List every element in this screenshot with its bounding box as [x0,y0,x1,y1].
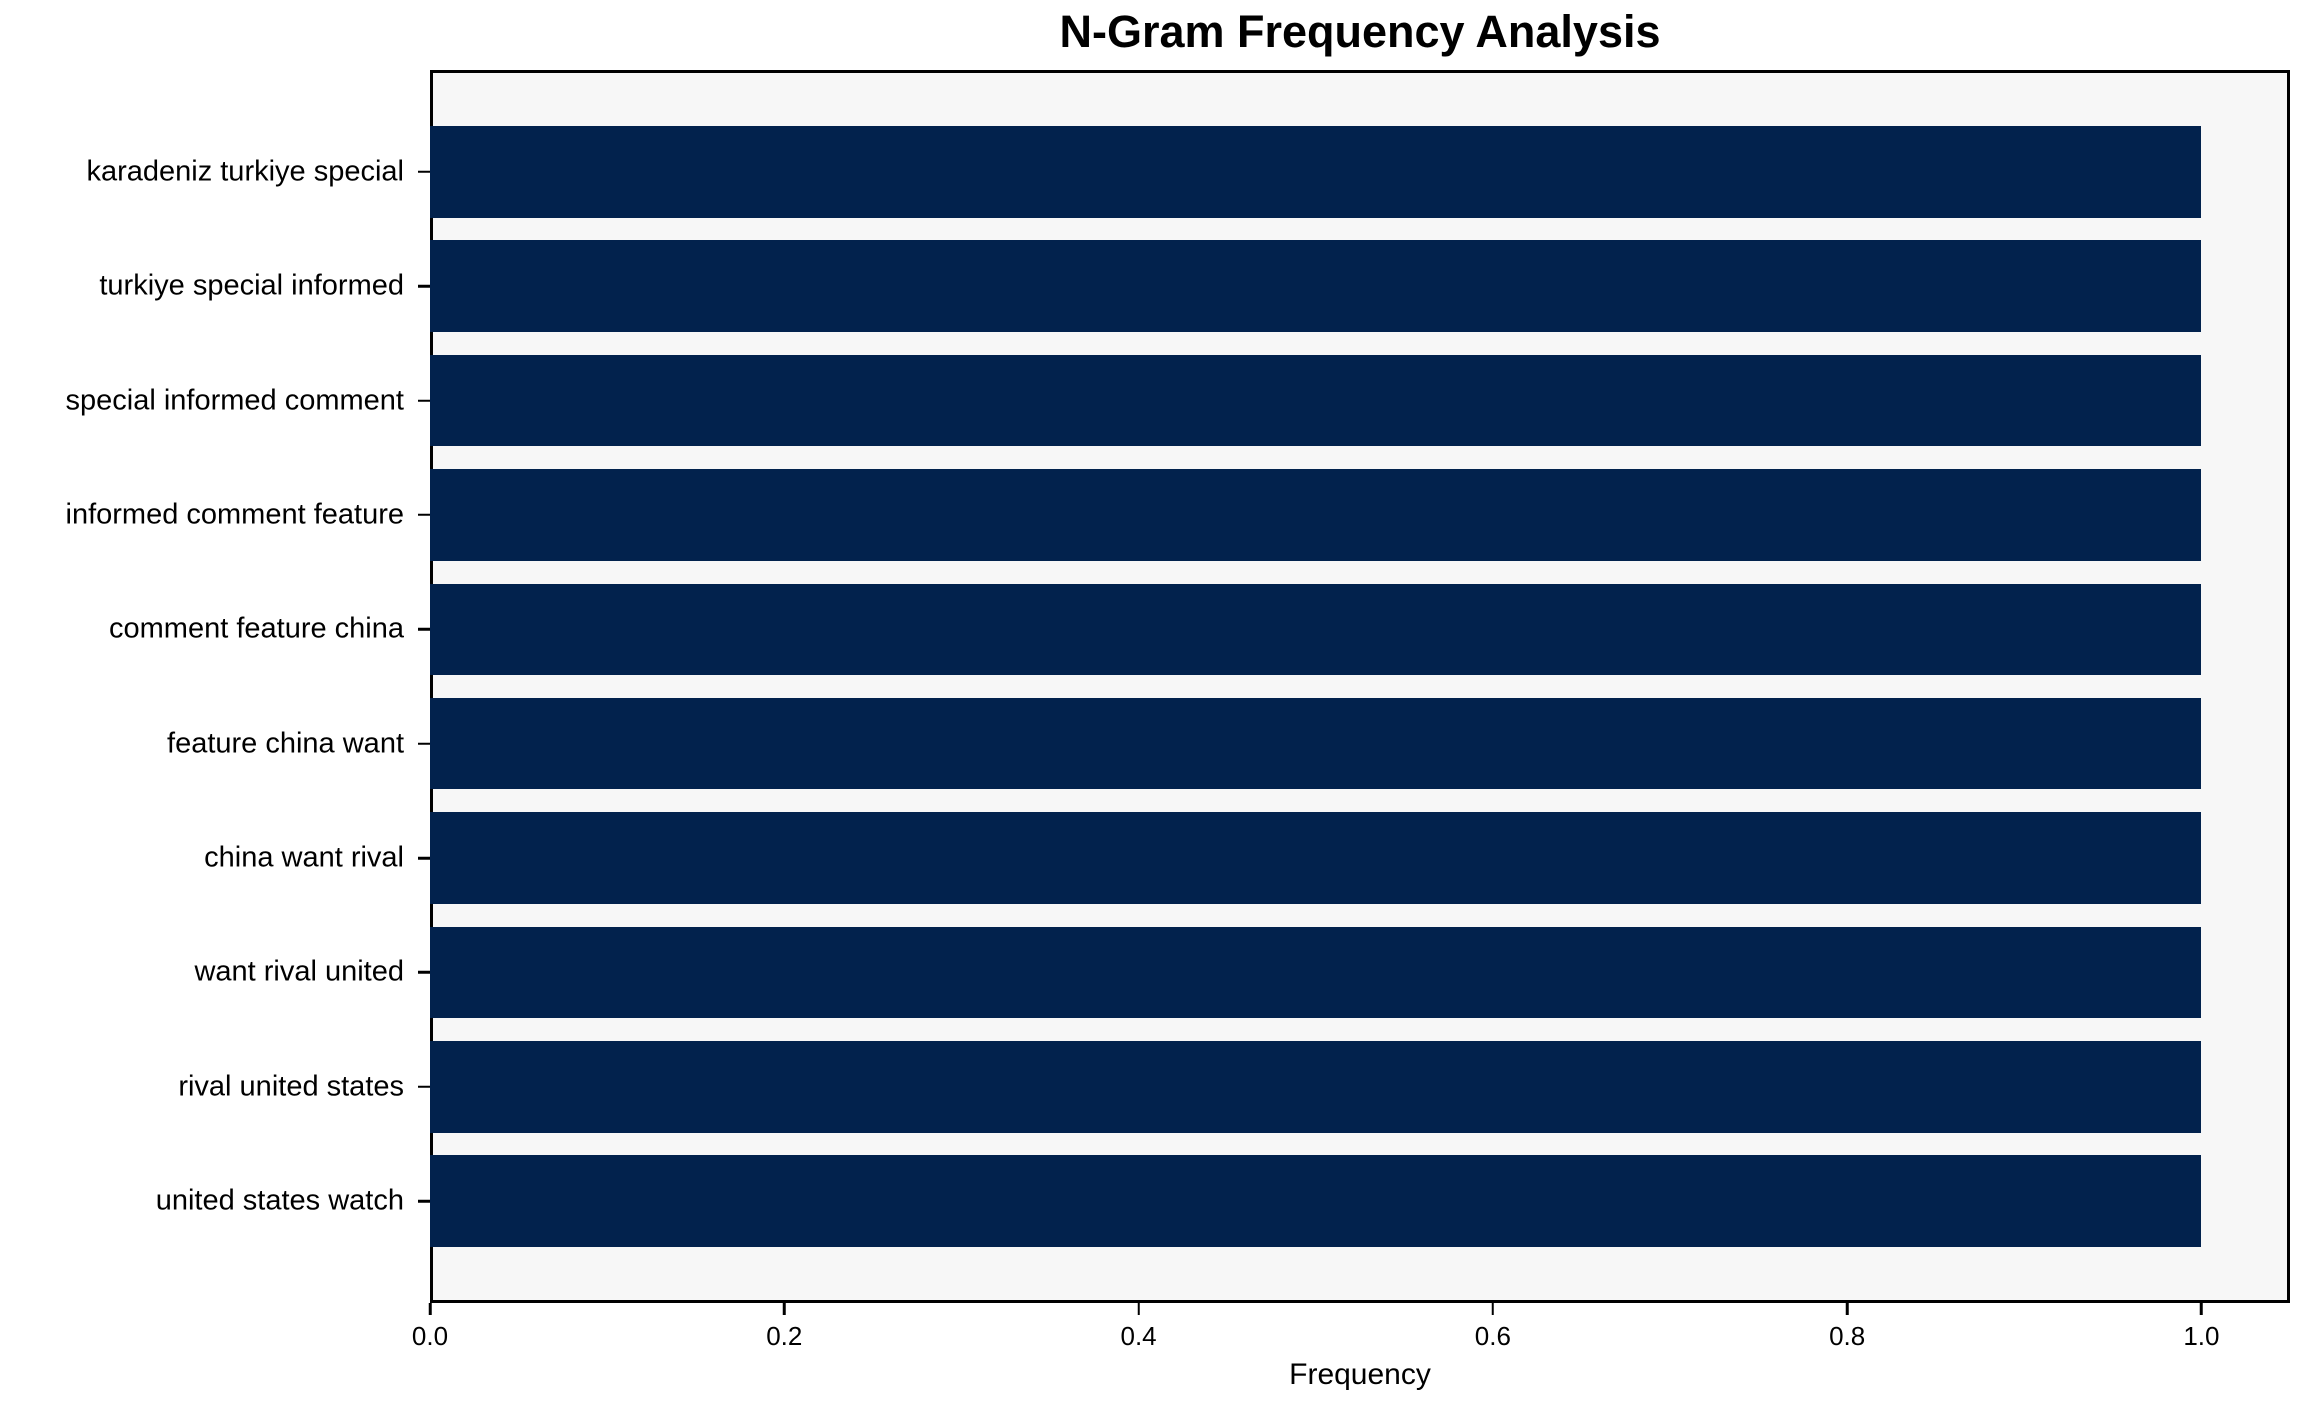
bar [430,1155,2202,1247]
y-tick-label: informed comment feature [65,498,404,531]
y-tick-label: comment feature china [109,612,404,645]
y-tick-mark [418,170,430,174]
x-tick-mark [2200,1303,2203,1315]
bar [430,469,2202,561]
y-tick-mark [418,399,430,402]
x-tick-mark [1491,1303,1495,1315]
x-tick-label: 1.0 [2183,1321,2220,1351]
x-tick-mark [1137,1303,1140,1315]
x-tick-label: 0.0 [411,1321,449,1351]
y-tick-label: china want rival [204,841,404,874]
bar [430,126,2202,218]
bar [430,812,2202,904]
y-tick-mark [418,856,430,860]
x-tick-mark [1845,1303,1849,1315]
y-tick-mark [418,971,430,974]
y-tick-mark [418,742,430,745]
y-tick-label: turkiye special informed [99,269,404,302]
x-tick-mark [783,1303,786,1315]
y-tick-label: karadeniz turkiye special [86,155,404,188]
y-tick-mark [418,513,430,517]
bar [430,697,2202,790]
bar [430,240,2202,332]
x-tick-label: 0.6 [1474,1321,1511,1351]
chart-title: N-Gram Frequency Analysis [1059,6,1661,57]
y-tick-label: united states watch [155,1184,404,1217]
y-tick-mark [418,1085,430,1089]
x-axis-title: Frequency [1289,1358,1431,1391]
y-tick-mark [418,1199,430,1203]
bar [430,354,2202,447]
y-tick-label: special informed comment [65,384,404,417]
x-tick-label: 0.2 [766,1321,803,1351]
bar [430,926,2202,1019]
bar [430,583,2202,676]
x-tick-label: 0.8 [1829,1321,1866,1351]
x-tick-label: 0.4 [1120,1321,1157,1351]
y-tick-label: want rival united [194,955,404,988]
y-tick-label: feature china want [167,727,404,760]
bar [430,1041,2202,1133]
y-tick-label: rival united states [178,1070,404,1103]
y-tick-mark [418,628,430,631]
x-tick-mark [428,1303,432,1315]
y-tick-mark [418,284,430,288]
